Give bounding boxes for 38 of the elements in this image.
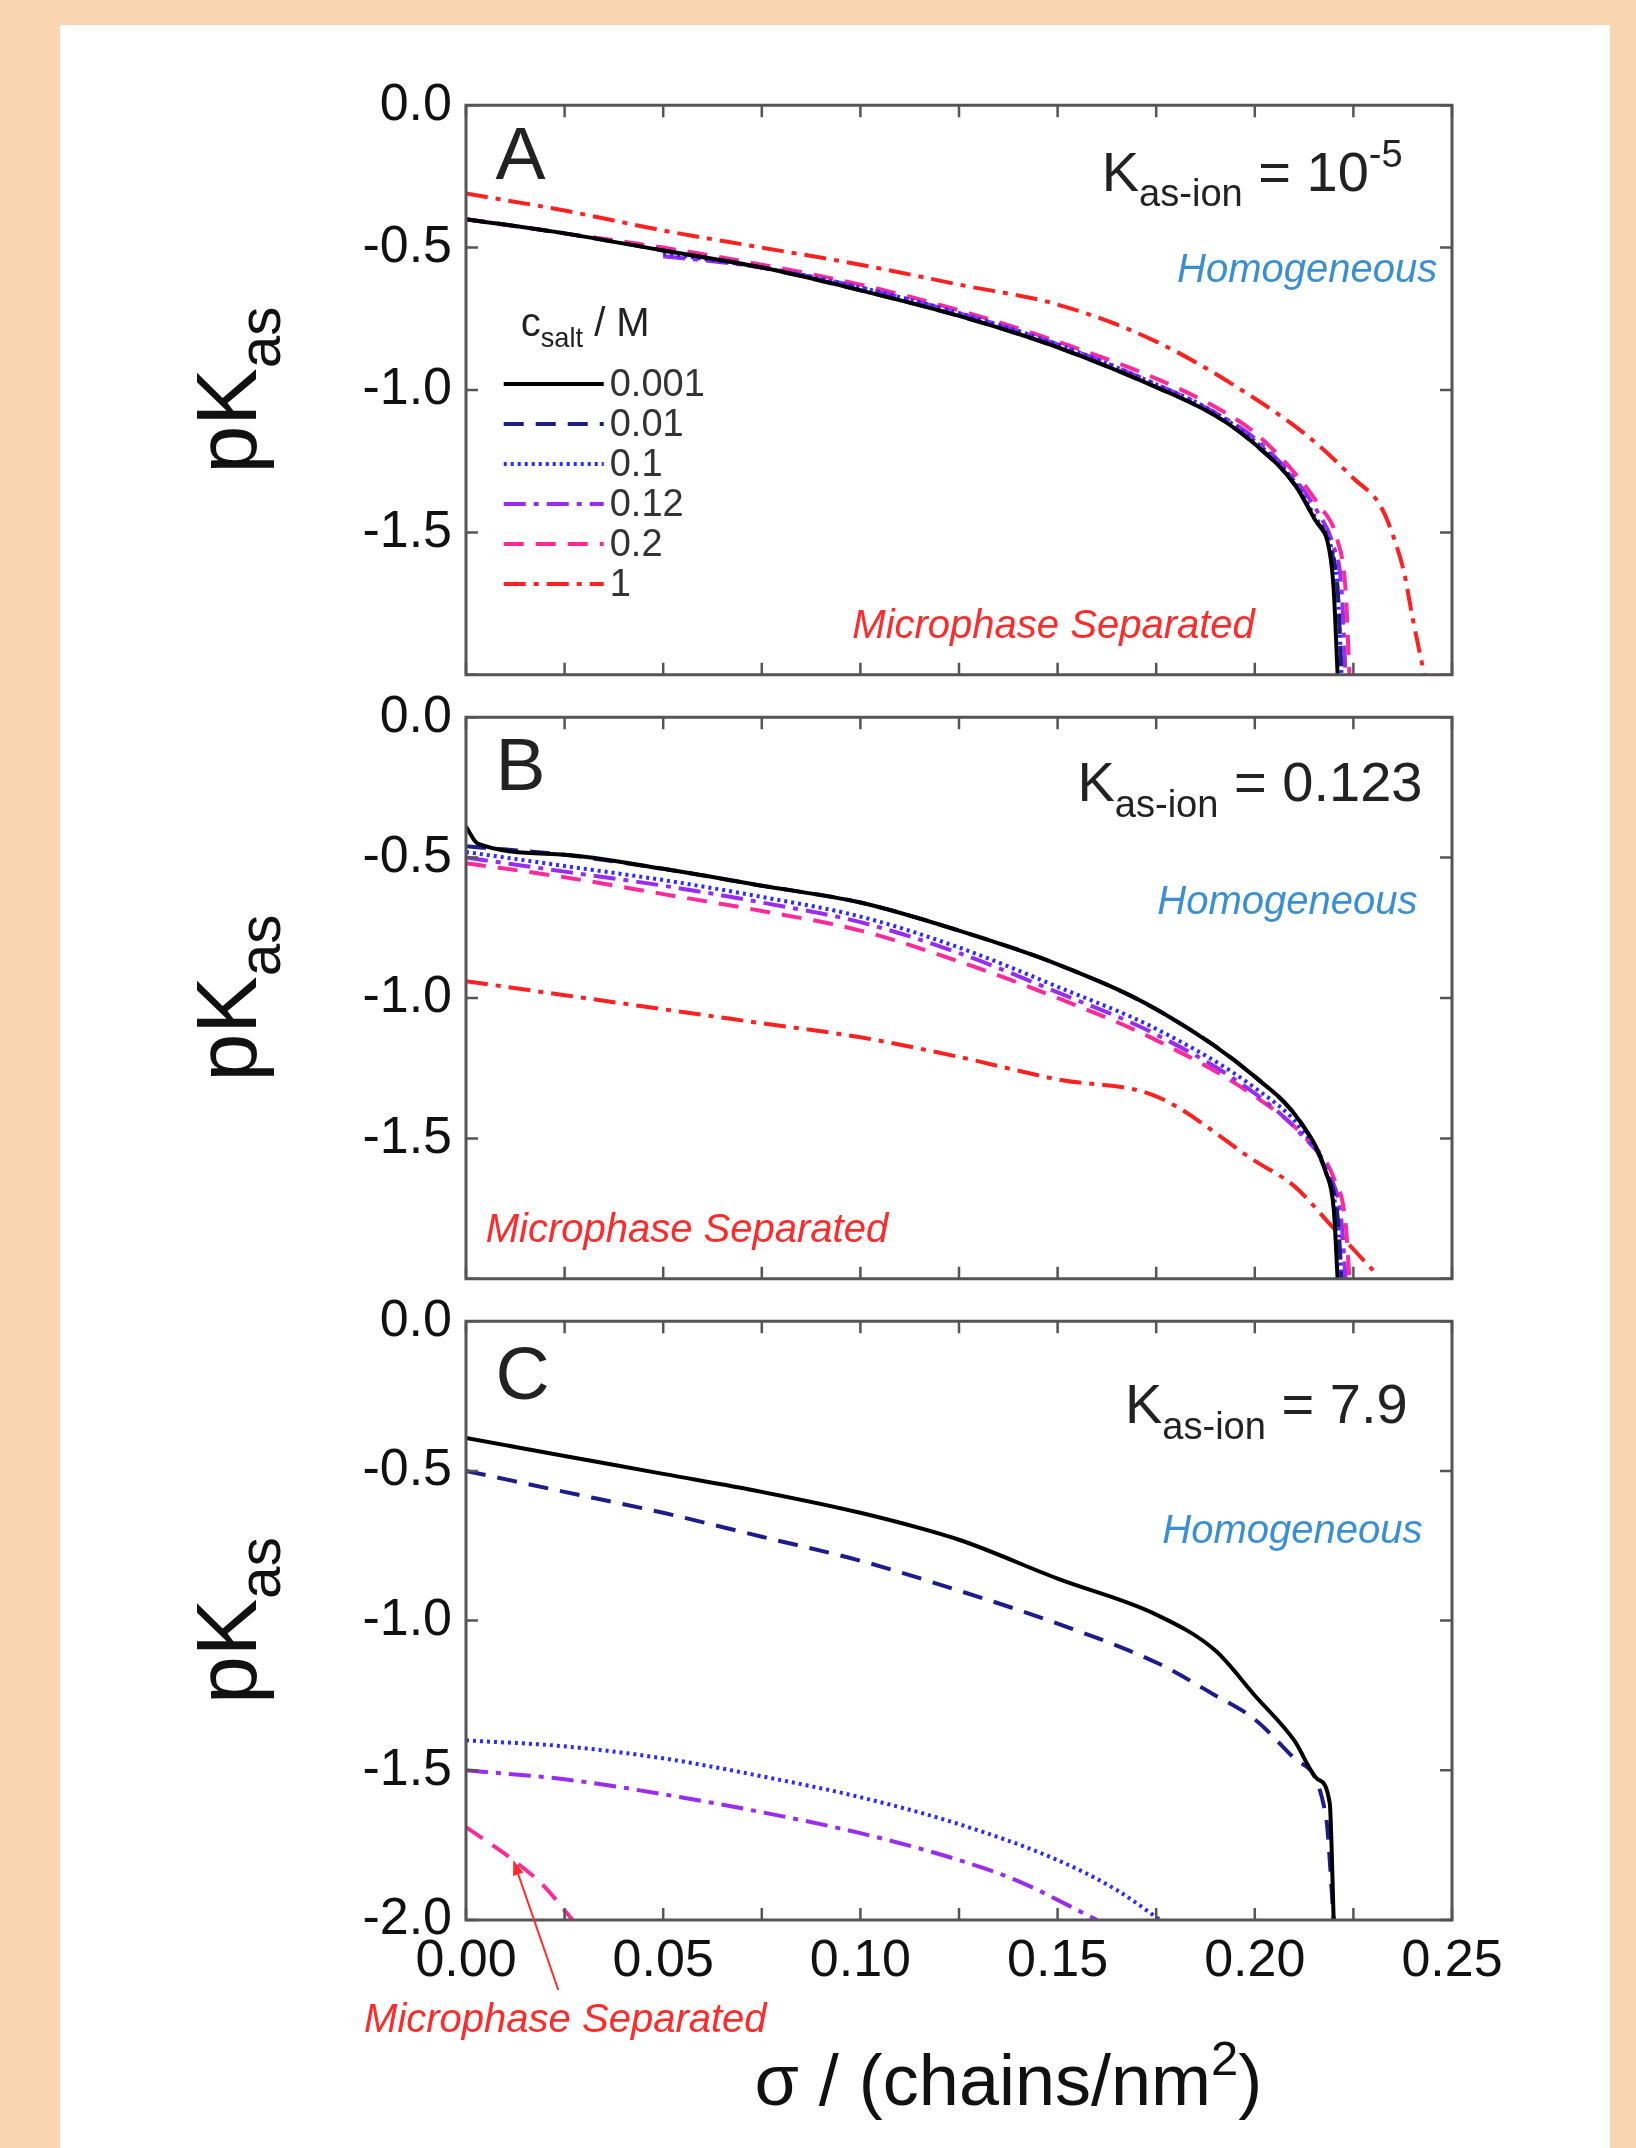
y-tick-label: 0.0 [379,684,452,743]
y-axis-title: pKas [178,914,293,1082]
annotation: Microphase Separated [364,1996,769,2040]
y-tick-label: -1.0 [362,357,452,416]
annotation: B [495,722,546,807]
y-tick-label: -0.5 [362,824,452,883]
legend-label: 1 [609,561,631,604]
legend-label: 0.1 [609,441,663,484]
annotation: Microphase Separated [485,1206,890,1251]
annotation: Microphase Separated [852,601,1257,646]
line-series [466,1825,575,1920]
annotation: Homogeneous [1157,877,1418,922]
x-tick-label: 0.10 [809,1928,912,1987]
legend-label: 0.001 [609,361,705,404]
y-tick-label: -1.0 [362,1587,452,1646]
y-tick-label: 0.0 [379,1288,452,1347]
line-series [466,1738,1163,1920]
x-tick-label: 0.20 [1204,1928,1306,1987]
line-series [466,1768,1100,1920]
y-tick-label: -0.5 [362,214,452,273]
legend-label: 0.2 [609,521,663,564]
y-tick-label: -1.5 [362,499,452,558]
y-tick-label: -1.5 [362,1105,452,1164]
x-tick-label: 0.05 [612,1928,714,1987]
legend-label: 0.12 [609,481,684,524]
y-tick-label: -1.0 [362,965,452,1024]
x-tick-label: 0.25 [1401,1928,1503,1987]
y-axis-title: pKas [178,1537,293,1705]
y-axis-title: pKas [178,306,293,474]
annotation: Homogeneous [1177,245,1438,290]
y-tick-label: -1.5 [362,1737,452,1796]
legend-label: 0.01 [609,401,684,444]
x-tick-label: 0.15 [1006,1928,1109,1987]
annotation: Homogeneous [1162,1506,1423,1551]
annotation: A [495,111,546,196]
annotation: C [495,1331,550,1416]
y-tick-label: 0.0 [379,72,452,131]
y-tick-label: -0.5 [362,1438,452,1497]
